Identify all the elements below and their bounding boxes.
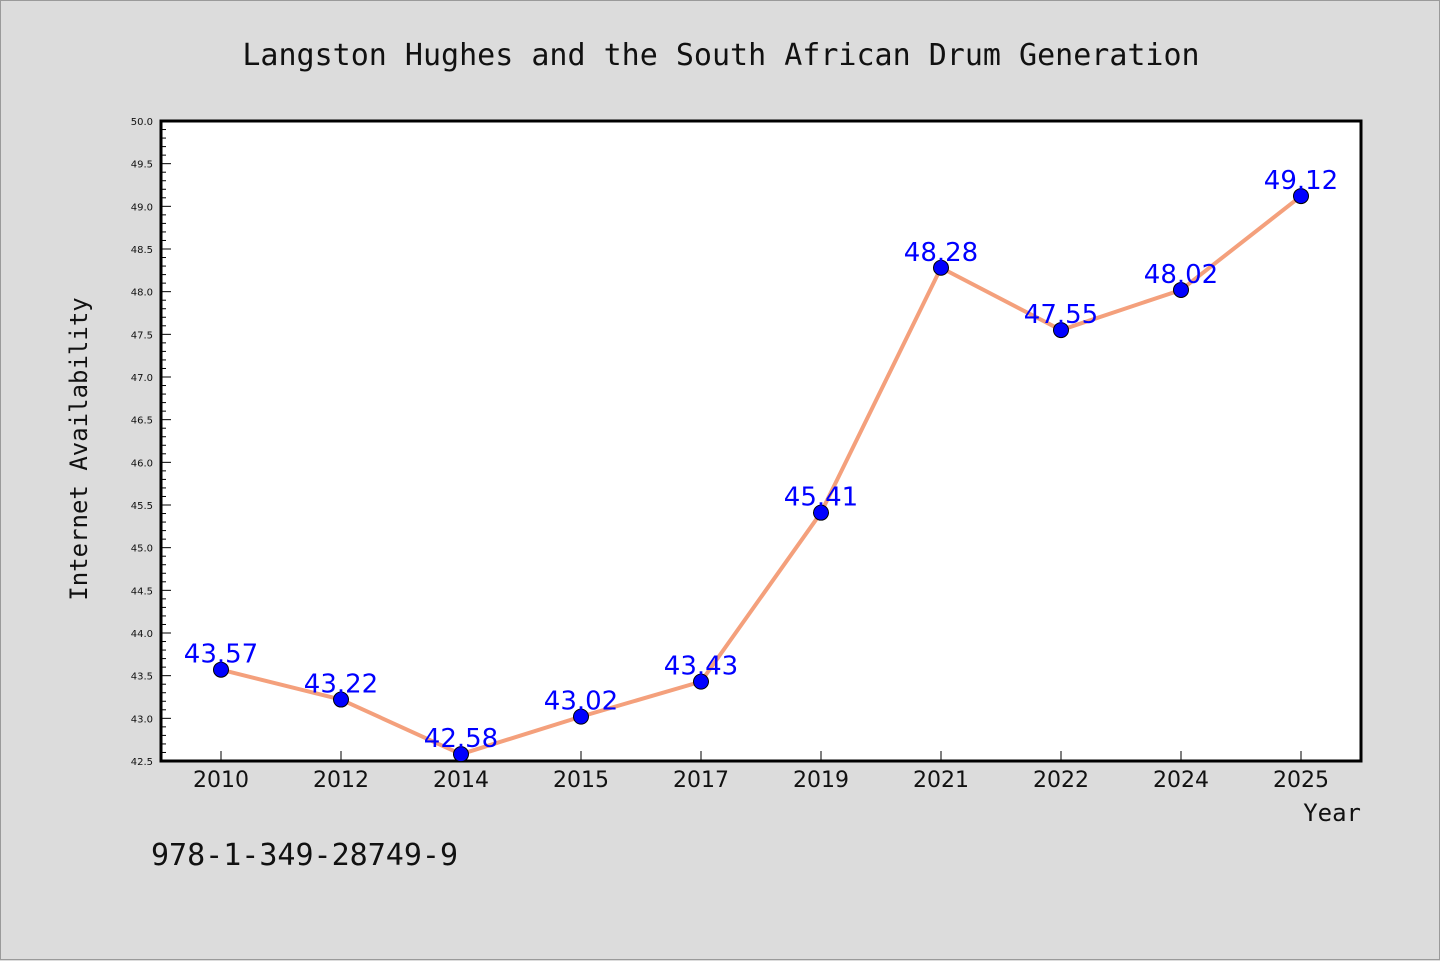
data-point	[1053, 322, 1069, 339]
x-tick-label: 2025	[1273, 768, 1329, 793]
x-tick-label: 2017	[673, 768, 729, 793]
plot-area	[159, 119, 1363, 763]
data-point	[453, 746, 469, 763]
x-tick-label: 2022	[1033, 768, 1089, 793]
y-tick-label: 50.0	[131, 117, 153, 128]
data-label: 48.28	[904, 238, 978, 268]
y-tick-label: 48.5	[131, 245, 153, 256]
data-label: 43.22	[304, 670, 378, 700]
data-label: 45.41	[784, 483, 858, 513]
y-tick-label: 43.5	[131, 672, 153, 683]
y-tick-label: 49.0	[131, 202, 153, 213]
x-tick-label: 2019	[793, 768, 849, 793]
y-tick-label: 43.0	[131, 714, 153, 725]
series-line	[220, 194, 1303, 757]
y-axis: 42.5 43.0 43.5 44.0 44.5 45.0 45.5 46.0 46.5 47.0…	[131, 117, 171, 768]
data-point	[573, 708, 589, 725]
y-tick-label: 44.0	[131, 629, 153, 640]
data-point	[813, 504, 829, 521]
data-label: 49.12	[1264, 166, 1338, 196]
data-point	[333, 691, 349, 708]
y-tick-label: 45.5	[131, 501, 153, 512]
y-tick-label: 49.5	[131, 160, 153, 171]
x-tick-label: 2010	[193, 768, 249, 793]
x-tick-label: 2021	[913, 768, 969, 793]
data-point	[933, 259, 949, 276]
data-label: 42.58	[424, 724, 498, 754]
y-tick-label: 47.5	[131, 330, 153, 341]
y-axis-title: Internet Availability	[65, 297, 93, 600]
x-axis: 2010 2012 2014 2015 2017 2019 2021 2022 2024 2025	[193, 751, 1329, 793]
data-point	[213, 661, 229, 678]
x-tick-label: 2015	[553, 768, 609, 793]
data-point	[1173, 281, 1189, 298]
x-tick-label: 2024	[1153, 768, 1209, 793]
x-tick-label: 2012	[313, 768, 369, 793]
data-labels: 43.57 43.22 42.58 43.02 43.43 45.41 48.28 47.55…	[184, 166, 1338, 754]
x-tick-label: 2014	[433, 768, 489, 793]
data-markers	[213, 188, 1309, 763]
y-tick-label: 42.5	[131, 757, 153, 768]
x-axis-title: Year	[1303, 799, 1361, 827]
y-tick-label: 46.0	[131, 458, 153, 469]
chart-title: Langston Hughes and the South African Dr…	[242, 38, 1199, 73]
y-tick-label: 44.5	[131, 586, 153, 597]
isbn-text: 978-1-349-28749-9	[151, 838, 458, 873]
data-label: 43.57	[184, 640, 258, 670]
y-tick-label: 48.0	[131, 288, 153, 299]
data-label: 48.02	[1144, 260, 1218, 290]
y-tick-label: 45.0	[131, 544, 153, 555]
data-label: 43.02	[544, 687, 618, 717]
data-label: 47.55	[1024, 300, 1098, 330]
y-tick-label: 47.0	[131, 373, 153, 384]
data-point	[1293, 188, 1309, 205]
y-tick-label: 46.5	[131, 416, 153, 427]
data-label: 43.43	[664, 652, 738, 682]
data-point	[693, 673, 709, 690]
